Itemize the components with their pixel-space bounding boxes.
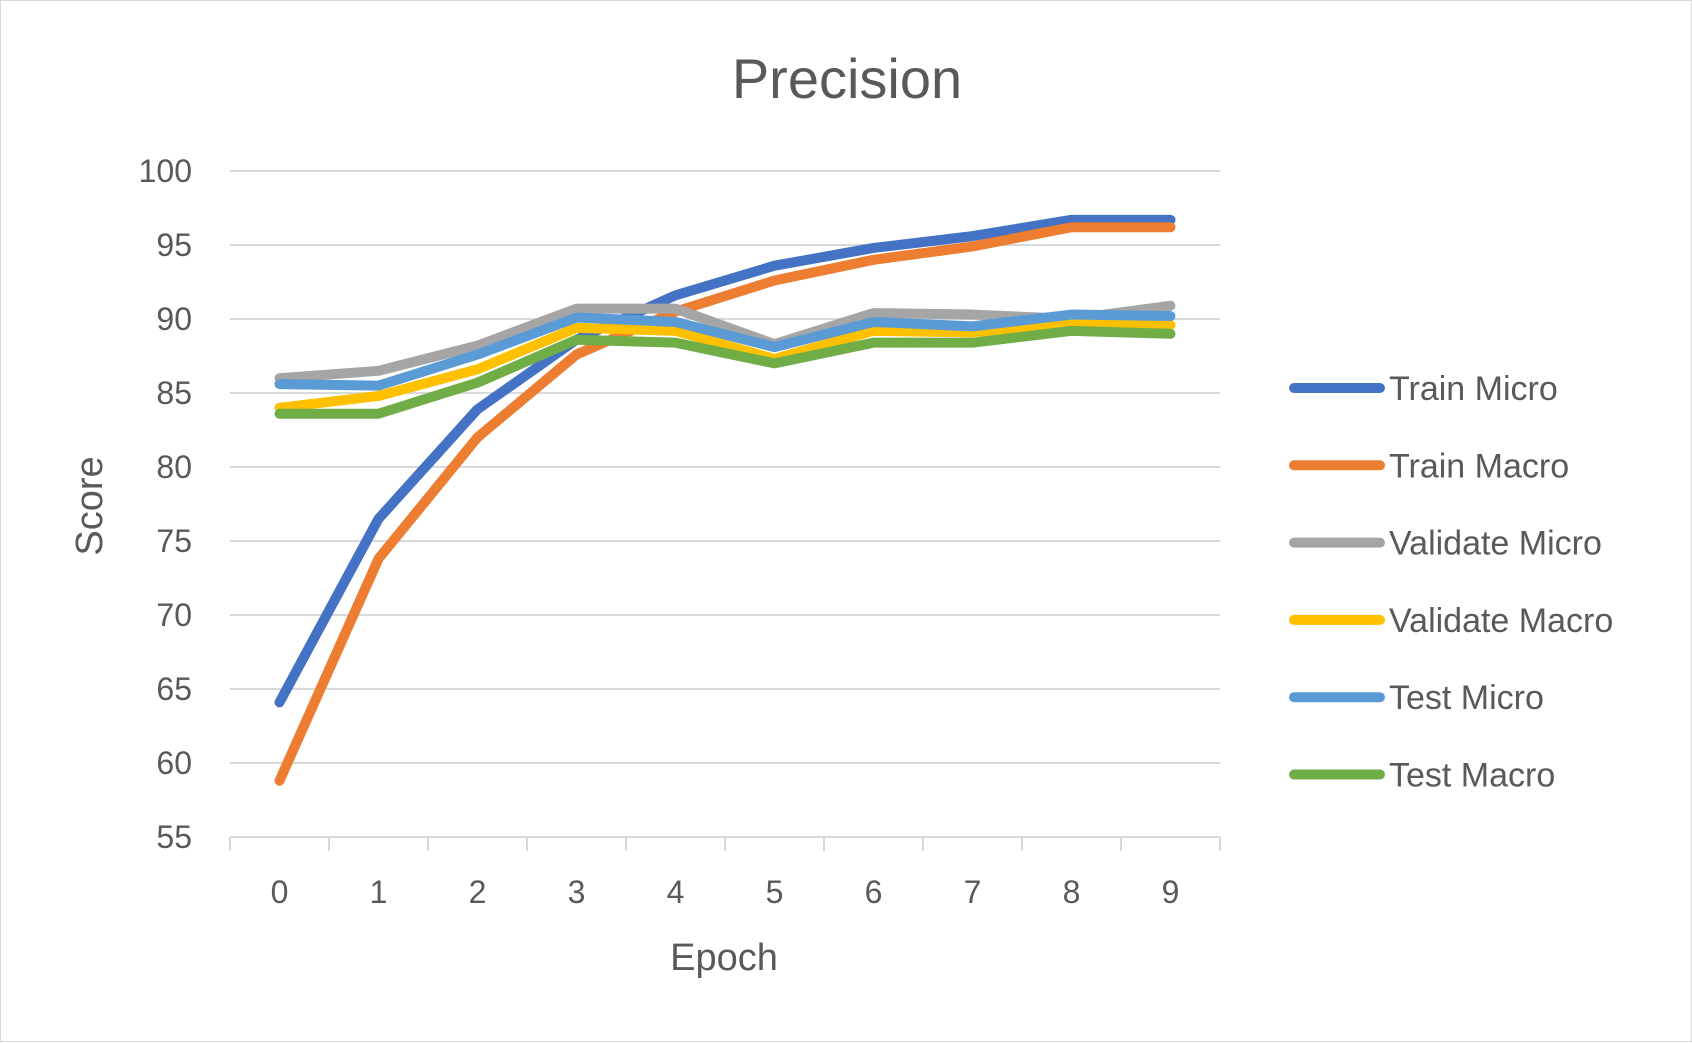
series-line-train-macro xyxy=(280,227,1171,781)
legend: Train Micro Train Macro Validate Micro Vali… xyxy=(1294,370,1613,795)
y-tick-label-65: 65 xyxy=(156,671,192,707)
y-tick-label-75: 75 xyxy=(156,523,192,559)
x-axis-ticks: 0 1 2 3 4 5 6 7 8 9 xyxy=(271,874,1180,910)
legend-label-train-macro: Train Macro xyxy=(1389,447,1569,485)
x-axis-title: Epoch xyxy=(670,937,778,979)
y-tick-label-95: 95 xyxy=(156,227,192,263)
y-tick-label-70: 70 xyxy=(156,597,192,633)
x-axis xyxy=(230,837,1220,851)
legend-label-validate-micro: Validate Micro xyxy=(1389,525,1602,563)
legend-label-test-macro: Test Macro xyxy=(1389,757,1555,795)
y-axis-ticks: 55 60 65 70 75 80 85 90 95 100 xyxy=(139,153,192,855)
y-tick-label-80: 80 xyxy=(156,449,192,485)
legend-label-test-micro: Test Micro xyxy=(1389,679,1544,717)
y-tick-label-85: 85 xyxy=(156,375,192,411)
x-tick-label-3: 3 xyxy=(568,874,586,910)
legend-label-validate-macro: Validate Macro xyxy=(1389,602,1613,640)
series-layer xyxy=(279,220,1170,781)
y-tick-label-55: 55 xyxy=(156,819,192,855)
x-tick-label-1: 1 xyxy=(370,874,388,910)
y-tick-label-100: 100 xyxy=(139,153,192,189)
legend-label-train-micro: Train Micro xyxy=(1389,370,1558,408)
x-tick-label-7: 7 xyxy=(964,874,982,910)
x-tick-label-9: 9 xyxy=(1162,874,1180,910)
x-tick-label-0: 0 xyxy=(271,874,289,910)
y-tick-label-60: 60 xyxy=(156,745,192,781)
x-tick-label-6: 6 xyxy=(865,874,883,910)
chart-title: Precision xyxy=(732,47,962,110)
y-tick-label-90: 90 xyxy=(156,301,192,337)
x-tick-label-4: 4 xyxy=(667,874,685,910)
x-tick-label-2: 2 xyxy=(469,874,487,910)
x-tick-label-8: 8 xyxy=(1063,874,1081,910)
y-axis-title: Score xyxy=(69,456,111,555)
grid-layer xyxy=(230,171,1220,763)
x-tick-label-5: 5 xyxy=(766,874,784,910)
